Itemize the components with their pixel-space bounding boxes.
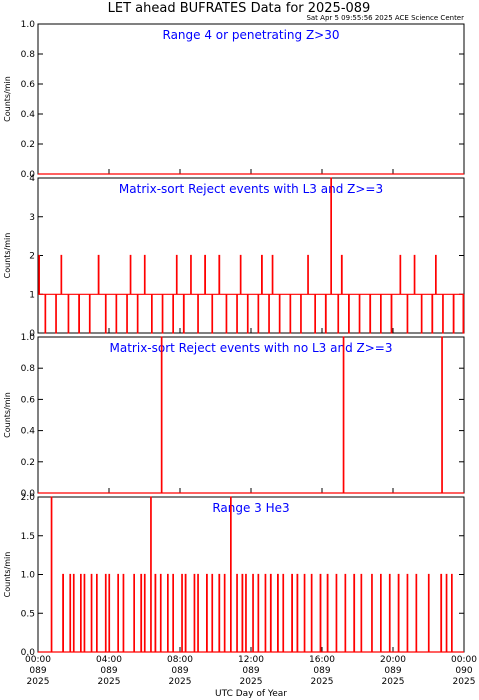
- x-tick-label: 12:00: [238, 655, 264, 665]
- y-tick-label: 0.6: [21, 80, 36, 90]
- panel-2: 0 1 2 3 4 Counts/min Matrix-sort Reject events…: [3, 174, 465, 339]
- y-tick-label: 0.2: [21, 458, 35, 468]
- panel-4: 0.0 0.5 1.0 1.5 2.0 Counts/min Range 3 He3: [3, 493, 465, 658]
- y-axis-label: Counts/min: [3, 392, 12, 438]
- y-tick-label: 0.8: [21, 50, 36, 60]
- panel-1: 0.0 0.2 0.4 0.6 0.8 1.0 Counts/min Range 4 or p…: [3, 20, 465, 180]
- panel-title: Matrix-sort Reject events with L3 and Z>…: [119, 182, 383, 196]
- x-axis-label: UTC Day of Year: [215, 689, 287, 699]
- panel-title: Matrix-sort Reject events with no L3 and…: [110, 341, 393, 355]
- x-tick-label: 2025: [240, 677, 263, 687]
- x-tick-label: 2025: [27, 677, 50, 687]
- y-tick-label: 0.8: [21, 364, 36, 374]
- x-tick-label: 089: [171, 666, 188, 676]
- y-tick-label: 0.2: [21, 140, 35, 150]
- y-tick-label: 2: [29, 252, 35, 262]
- x-tick-label: 2025: [169, 677, 192, 687]
- x-tick-label: 089: [242, 666, 259, 676]
- panel-frame: [37, 496, 465, 653]
- x-tick-label: 089: [100, 666, 117, 676]
- timestamp: Sat Apr 5 09:55:56 2025 ACE Science Cent…: [306, 14, 464, 22]
- x-tick-label: 2025: [453, 677, 476, 687]
- x-tick-label: 2025: [311, 677, 334, 687]
- y-tick-label: 0.4: [21, 110, 36, 120]
- y-tick-label: 0.4: [21, 427, 36, 437]
- x-tick-label: 20:00: [380, 655, 406, 665]
- series-line: [38, 177, 465, 334]
- x-tick-label: 00:00: [25, 655, 51, 665]
- y-tick-label: 0.5: [21, 609, 35, 619]
- x-tick-label: 16:00: [309, 655, 335, 665]
- y-tick-label: 3: [29, 213, 35, 223]
- series-line: [38, 496, 464, 653]
- x-tick-label: 08:00: [167, 655, 193, 665]
- chart-title: LET ahead BUFRATES Data for 2025-089: [108, 1, 371, 16]
- x-tick-label: 2025: [382, 677, 405, 687]
- series-line: [38, 336, 464, 494]
- y-tick-label: 4: [29, 174, 35, 184]
- panel-title: Range 3 He3: [212, 501, 289, 515]
- panel-3: 0.0 0.2 0.4 0.6 0.8 1.0 Counts/min Matrix-sort …: [3, 333, 465, 499]
- x-tick-label: 00:00: [451, 655, 477, 665]
- y-axis-label: Counts/min: [3, 76, 12, 122]
- x-tick-label: 089: [313, 666, 330, 676]
- y-tick-label: 1: [29, 290, 35, 300]
- y-axis-label: Counts/min: [3, 552, 12, 598]
- x-tick-label: 089: [384, 666, 401, 676]
- panel-title: Range 4 or penetrating Z>30: [163, 28, 340, 42]
- x-tick-label: 04:00: [96, 655, 122, 665]
- y-axis-label: Counts/min: [3, 233, 12, 279]
- y-tick-label: 1.0: [21, 20, 36, 30]
- y-tick-label: 0.6: [21, 395, 36, 405]
- y-tick-label: 0: [29, 329, 35, 339]
- panel-frame: [37, 23, 465, 175]
- y-tick-label: 0.0: [21, 648, 36, 658]
- y-tick-label: 1.0: [21, 333, 36, 343]
- x-tick-label: 089: [29, 666, 46, 676]
- panel-frame: [37, 336, 465, 494]
- y-tick-label: 2.0: [21, 493, 36, 503]
- y-tick-label: 0.0: [21, 489, 36, 499]
- y-tick-label: 1.0: [21, 571, 36, 581]
- y-tick-label: 0.0: [21, 170, 36, 180]
- y-tick-label: 1.5: [21, 532, 35, 542]
- x-tick-label: 090: [455, 666, 472, 676]
- x-tick-label: 2025: [98, 677, 121, 687]
